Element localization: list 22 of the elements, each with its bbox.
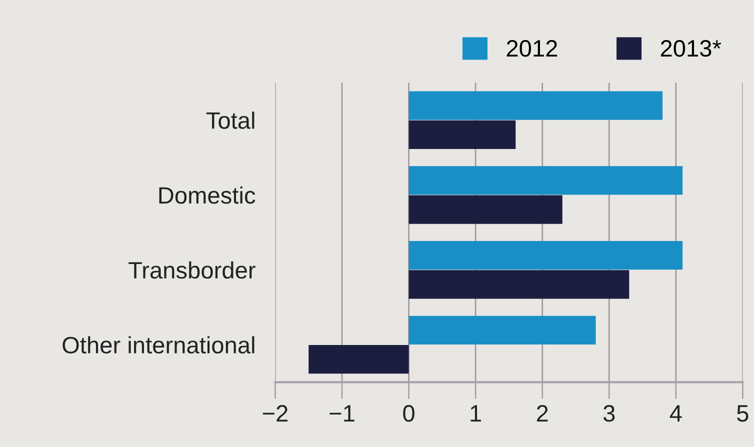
bar [408,316,596,344]
x-tick-label: −1 [330,405,354,422]
bar [408,195,562,224]
y-tick-label: Transborder [128,261,256,279]
bar [408,270,630,299]
x-tick-label: 1 [470,405,481,422]
y-tick-label: Domestic [159,186,256,204]
legend-label: 2013* [660,40,722,57]
x-tick-label: 2 [536,405,548,422]
bar [408,91,663,120]
bar [408,166,683,195]
bar [308,345,409,374]
bar [408,240,683,270]
x-tick-label: −2 [262,405,288,422]
x-tick-label: 3 [603,405,615,422]
x-tick-label: 0 [403,405,414,422]
legend-label: 2012 [506,40,558,57]
x-tick-label: 5 [737,405,748,422]
y-tick-label: Other international [62,336,254,354]
x-tick-label: 4 [670,405,682,422]
bar [408,120,516,150]
y-tick-label: Total [206,112,254,129]
